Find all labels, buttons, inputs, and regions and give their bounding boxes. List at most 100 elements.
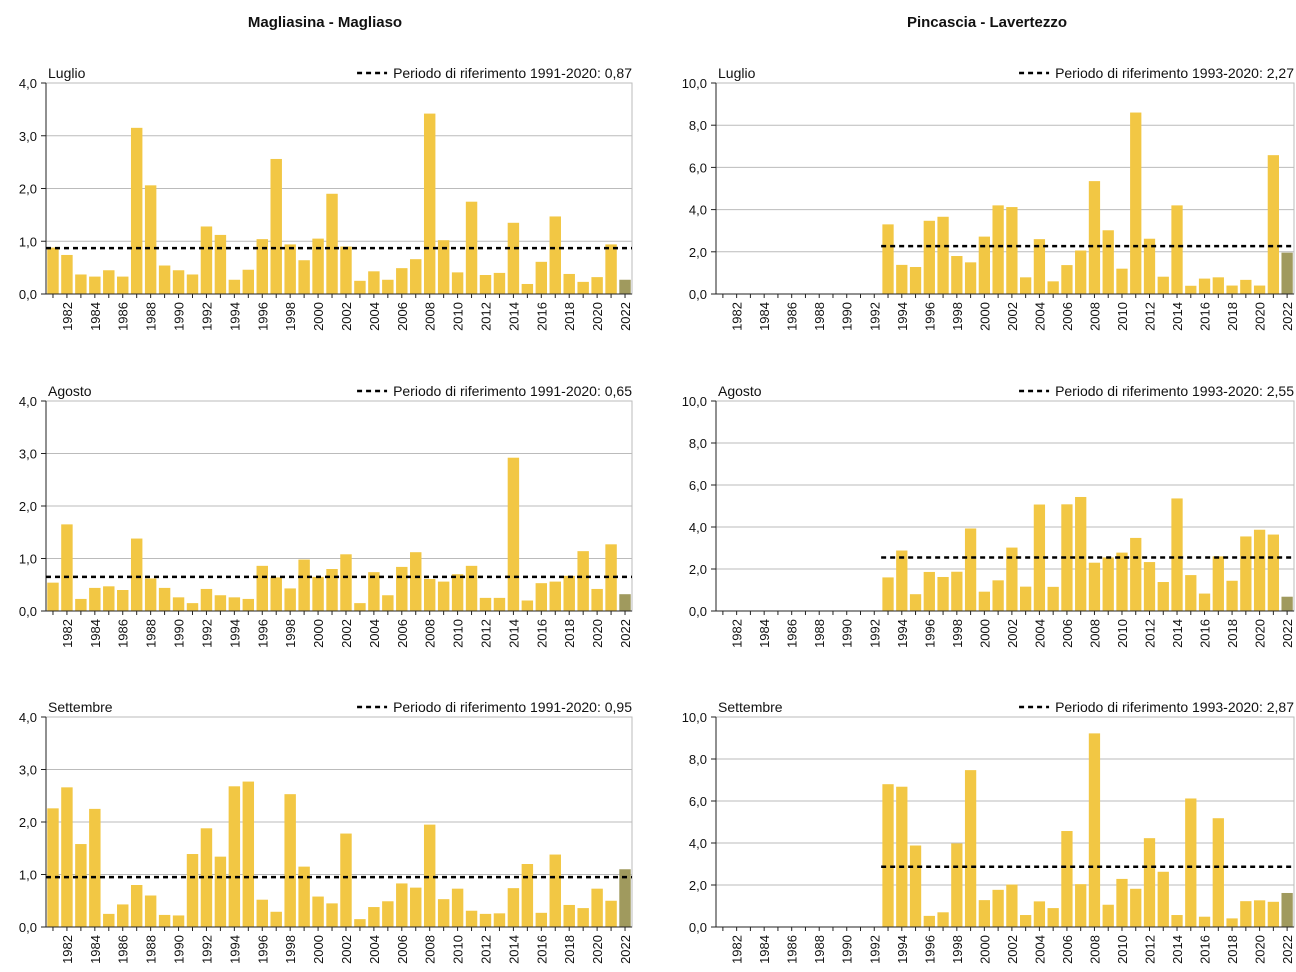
bar-1999 [298, 866, 310, 927]
y-tick-label: 0,0 [19, 920, 37, 935]
bar-1990 [172, 597, 185, 611]
bar-2016 [535, 261, 548, 294]
y-tick-label: 8,0 [689, 752, 707, 767]
bar-1990 [172, 915, 185, 927]
bar-2021 [1267, 155, 1279, 294]
y-tick-label: 4,0 [689, 203, 707, 218]
x-tick-label: 1984 [757, 619, 772, 648]
bar-1988 [144, 185, 157, 294]
y-tick-label: 1,0 [19, 234, 37, 249]
x-tick-label: 2006 [395, 302, 410, 331]
x-tick-label: 2016 [1198, 619, 1213, 648]
bar-2020 [591, 588, 603, 611]
y-tick-label: 6,0 [689, 478, 707, 493]
bar-1989 [158, 587, 171, 611]
bar-2007 [410, 259, 422, 294]
bar-2022 [1281, 252, 1293, 294]
x-tick-label: 2010 [1115, 619, 1130, 648]
bar-2001 [992, 580, 1004, 611]
bar-1995 [909, 594, 922, 611]
bar-2009 [1102, 557, 1114, 611]
x-tick-label: 1994 [895, 302, 910, 331]
bar-2014 [507, 222, 520, 294]
x-tick-label: 1986 [116, 619, 131, 648]
bar-1997 [937, 216, 949, 294]
bar-2015 [521, 864, 534, 927]
x-tick-label: 1996 [922, 302, 937, 331]
bar-2021 [1267, 534, 1279, 611]
bar-2008 [1088, 562, 1101, 611]
bar-2004 [1033, 504, 1046, 611]
bar-1983 [75, 274, 87, 294]
bar-2007 [410, 552, 422, 611]
x-tick-label: 2006 [1060, 935, 1075, 964]
bar-2005 [1047, 908, 1059, 927]
y-tick-label: 4,0 [19, 710, 37, 725]
bar-1990 [172, 270, 185, 294]
bar-2010 [1116, 878, 1128, 927]
x-tick-label: 1982 [730, 619, 745, 648]
bar-1993 [882, 224, 894, 294]
bar-2010 [1116, 552, 1128, 611]
bar-2013 [493, 913, 506, 927]
bar-2014 [1171, 205, 1183, 294]
x-tick-label: 1986 [785, 935, 800, 964]
bar-2002 [340, 833, 352, 927]
bar-2000 [978, 591, 990, 611]
bar-2013 [493, 597, 506, 611]
bar-2002 [340, 554, 352, 611]
bar-2009 [437, 240, 450, 294]
x-tick-label: 2022 [618, 935, 633, 964]
x-tick-label: 2012 [479, 935, 494, 964]
bar-1982 [61, 787, 73, 927]
x-tick-label: 1996 [922, 619, 937, 648]
x-tick-label: 2002 [1005, 935, 1020, 964]
bar-2001 [326, 903, 338, 927]
x-tick-label: 2020 [1253, 935, 1268, 964]
x-tick-label: 1990 [840, 302, 855, 331]
bar-2008 [423, 578, 436, 611]
bar-2011 [1130, 888, 1142, 927]
y-tick-label: 1,0 [19, 552, 37, 567]
bar-1986 [117, 904, 129, 927]
bar-2020 [591, 277, 603, 294]
bar-1998 [951, 256, 963, 294]
bar-2003 [354, 280, 366, 294]
bar-2005 [1047, 281, 1059, 294]
x-tick-label: 1986 [116, 302, 131, 331]
y-tick-label: 0,0 [19, 604, 37, 619]
bar-2013 [1157, 276, 1169, 294]
bar-1988 [144, 578, 157, 611]
x-tick-label: 1988 [812, 619, 827, 648]
bar-2004 [368, 271, 380, 294]
bar-1998 [284, 794, 296, 927]
bar-2022 [1281, 892, 1293, 927]
bar-2008 [423, 113, 436, 294]
bar-1984 [89, 808, 101, 927]
bar-1994 [228, 597, 241, 611]
bar-2016 [1198, 593, 1211, 611]
x-tick-label: 1998 [950, 302, 965, 331]
bar-2018 [563, 273, 575, 294]
bar-2016 [1198, 916, 1211, 927]
x-tick-label: 2014 [506, 935, 521, 964]
bar-2007 [1075, 250, 1087, 294]
x-tick-label: 2014 [1170, 302, 1185, 331]
bar-2015 [1185, 575, 1197, 611]
x-tick-label: 2018 [1225, 935, 1240, 964]
y-tick-label: 10,0 [682, 394, 707, 409]
bar-2006 [396, 883, 408, 927]
bar-2009 [437, 899, 450, 927]
y-tick-label: 2,0 [689, 878, 707, 893]
bar-2014 [1171, 915, 1183, 927]
bar-2021 [605, 244, 617, 294]
bar-1993 [882, 577, 894, 611]
x-tick-label: 1992 [867, 619, 882, 648]
x-tick-label: 2020 [590, 935, 605, 964]
x-tick-label: 2014 [1170, 619, 1185, 648]
y-tick-label: 2,0 [19, 182, 37, 197]
bar-1988 [144, 895, 157, 927]
bar-1984 [89, 276, 101, 294]
bar-2019 [577, 281, 589, 294]
